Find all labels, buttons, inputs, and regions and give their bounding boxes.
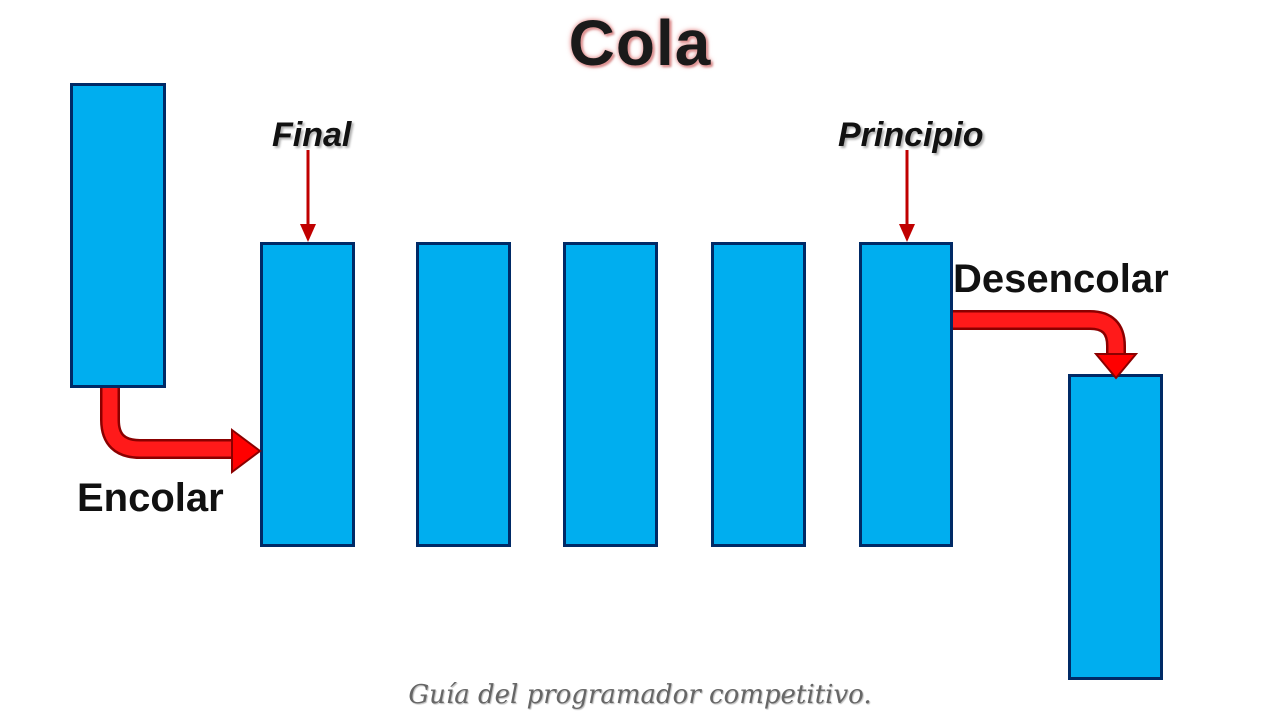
queue-element-front [859,242,953,547]
queue-element [416,242,511,547]
front-pointer-arrow [899,150,915,242]
footer-credit: Guía del programador competitivo. [408,680,872,710]
front-pointer-label: Principio [838,116,984,154]
queue-element-rear [260,242,355,547]
enqueue-label: Encolar [77,476,224,520]
queue-element [711,242,806,547]
dequeued-element-box [1068,374,1163,680]
slide-title: Cola [568,7,712,79]
dequeue-arrow [953,310,1139,380]
queue-element [563,242,658,547]
dequeue-label: Desencolar [953,257,1169,301]
rear-pointer-label: Final [272,116,352,154]
enqueue-arrow [100,388,262,474]
rear-pointer-arrow [300,150,316,242]
incoming-element-box [70,83,166,388]
